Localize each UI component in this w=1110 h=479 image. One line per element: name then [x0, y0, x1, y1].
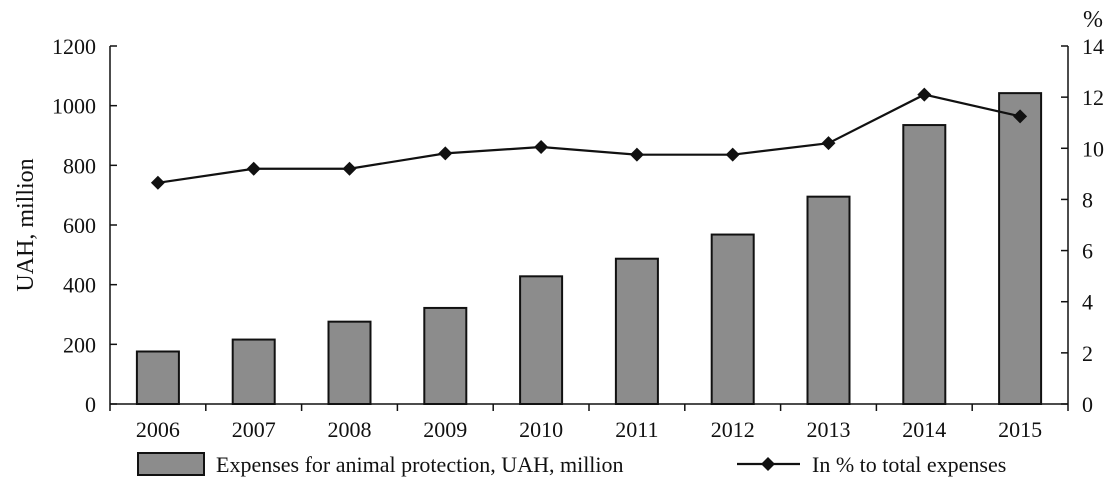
- bar-2011: [614, 257, 659, 405]
- point-2014: [917, 87, 932, 102]
- point-2011: [629, 147, 644, 162]
- point-2006: [150, 175, 165, 190]
- point-2008: [342, 161, 357, 176]
- point-2015: [1013, 109, 1028, 124]
- legend-line-label: In % to total expenses: [812, 452, 1006, 477]
- x-tick-label: 2009: [423, 417, 467, 442]
- right-tick-label: 12: [1082, 85, 1104, 110]
- left-tick-label: 400: [63, 273, 96, 298]
- bar-2014: [902, 124, 947, 406]
- y-axis-title: UAH, million: [13, 158, 39, 291]
- point-2012: [725, 147, 740, 162]
- right-tick-label: 10: [1082, 136, 1104, 161]
- right-tick-label: 8: [1082, 187, 1093, 212]
- x-tick-label: 2013: [807, 417, 851, 442]
- point-2010: [534, 140, 549, 155]
- x-tick-label: 2011: [615, 417, 658, 442]
- bar-2008: [327, 320, 372, 405]
- left-tick-label: 800: [63, 153, 96, 178]
- x-tick-label: 2015: [998, 417, 1042, 442]
- y2-axis-title: %: [1083, 7, 1103, 33]
- right-tick-label: 14: [1082, 34, 1104, 59]
- x-tick-label: 2008: [328, 417, 372, 442]
- right-tick-label: 0: [1082, 392, 1093, 417]
- bar-2009: [423, 306, 468, 406]
- right-tick-label: 2: [1082, 341, 1093, 366]
- legend-bar-label: Expenses for animal protection, UAH, mil…: [216, 452, 624, 477]
- bar-2013: [806, 195, 851, 405]
- right-tick-label: 6: [1082, 239, 1093, 264]
- left-tick-label: 1200: [52, 34, 96, 59]
- point-2009: [438, 146, 453, 161]
- percent-line: [157, 93, 1021, 184]
- legend-line-marker: [761, 457, 775, 471]
- point-2007: [246, 161, 261, 176]
- x-tick-label: 2014: [902, 417, 946, 442]
- bar-2010: [519, 275, 564, 405]
- bar-2012: [710, 233, 755, 405]
- left-tick-label: 0: [85, 392, 96, 417]
- x-tick-label: 2006: [136, 417, 180, 442]
- point-2013: [821, 136, 836, 151]
- x-tick-label: 2012: [711, 417, 755, 442]
- right-tick-label: 4: [1082, 290, 1093, 315]
- legend-bar-swatch: [137, 452, 205, 476]
- x-tick-label: 2007: [232, 417, 276, 442]
- bar-2006: [135, 350, 180, 406]
- left-tick-label: 200: [63, 332, 96, 357]
- x-tick-label: 2010: [519, 417, 563, 442]
- bar-2015: [998, 92, 1043, 406]
- left-tick-label: 1000: [52, 94, 96, 119]
- bar-2007: [231, 338, 276, 405]
- left-tick-label: 600: [63, 213, 96, 238]
